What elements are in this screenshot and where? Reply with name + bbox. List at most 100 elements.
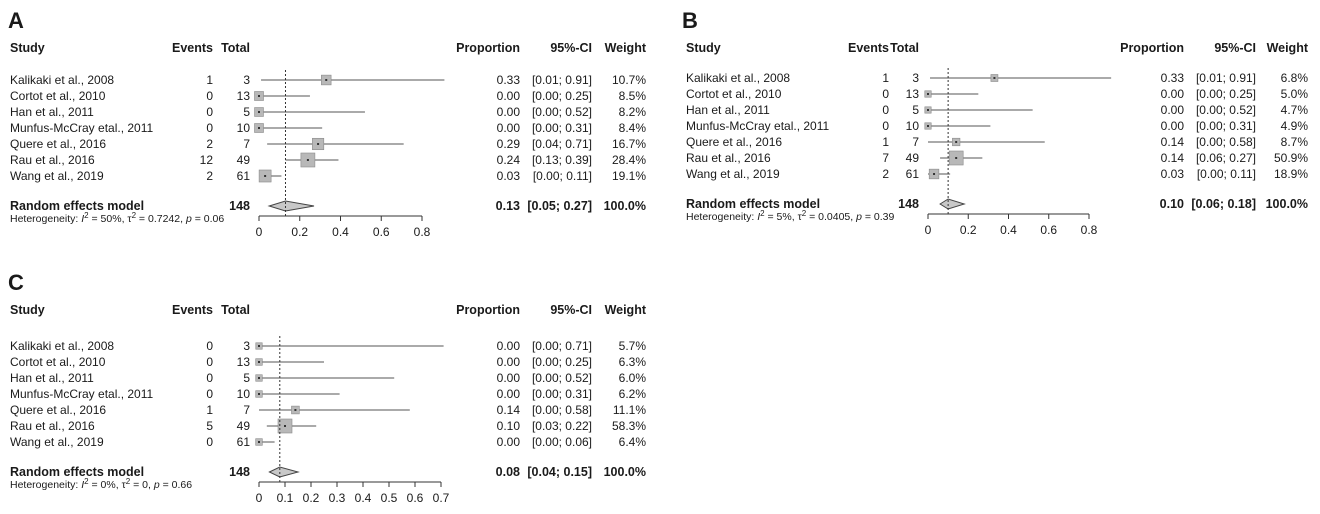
study-events: 0 xyxy=(882,87,889,101)
study-ci: [0.00; 0.31] xyxy=(1196,119,1256,133)
study-weight: 4.9% xyxy=(1281,119,1309,133)
point-estimate xyxy=(955,157,958,159)
study-events: 1 xyxy=(206,403,213,417)
study-name: Han et al., 2011 xyxy=(10,105,94,119)
study-events: 12 xyxy=(200,153,214,167)
study-events: 7 xyxy=(882,151,889,165)
study-ci: [0.00; 0.31] xyxy=(532,387,592,401)
pooled-label: Random effects model xyxy=(10,199,144,213)
pooled-proportion: 0.08 xyxy=(496,465,520,479)
study-events: 2 xyxy=(206,137,213,151)
study-proportion: 0.00 xyxy=(497,435,521,449)
forest-plot-a-svg: A Study Events Total Proportion 95%-CI Weight K… xyxy=(8,8,647,239)
study-name: Cortot et al., 2010 xyxy=(10,355,106,369)
study-events: 0 xyxy=(206,339,213,353)
study-proportion: 0.00 xyxy=(497,371,521,385)
study-total: 7 xyxy=(243,403,250,417)
pooled-weight: 100.0% xyxy=(604,199,646,213)
study-weight: 6.8% xyxy=(1281,71,1309,85)
pooled-proportion: 0.10 xyxy=(1160,197,1184,211)
study-weight: 8.7% xyxy=(1281,135,1309,149)
x-tick-label: 0.2 xyxy=(960,223,977,237)
pooled-diamond xyxy=(939,198,966,210)
study-proportion: 0.00 xyxy=(1161,119,1185,133)
study-events: 0 xyxy=(206,121,213,135)
header-events: Events xyxy=(172,303,213,317)
study-ci: [0.00; 0.11] xyxy=(1197,167,1256,181)
study-proportion: 0.03 xyxy=(497,169,521,183)
study-proportion: 0.00 xyxy=(1161,87,1185,101)
study-events: 0 xyxy=(882,103,889,117)
study-weight: 58.3% xyxy=(612,419,646,433)
x-tick-label: 0.2 xyxy=(303,491,320,505)
header-proportion: Proportion xyxy=(1120,41,1184,55)
study-weight: 6.0% xyxy=(619,371,647,385)
study-name: Rau et al., 2016 xyxy=(10,419,95,433)
point-estimate xyxy=(258,345,260,347)
heterogeneity: Heterogeneity: I2 = 0%, τ2 = 0, p = 0.66 xyxy=(10,477,192,492)
study-proportion: 0.24 xyxy=(497,153,521,167)
study-ci: [0.00; 0.52] xyxy=(532,371,592,385)
x-tick-label: 0.6 xyxy=(373,225,390,239)
study-events: 1 xyxy=(206,73,213,87)
study-events: 2 xyxy=(882,167,889,181)
forest-plot-a: A Study Events Total Proportion 95%-CI Weight K… xyxy=(0,0,660,255)
point-estimate xyxy=(993,77,996,79)
study-name: Han et al., 2011 xyxy=(10,371,94,385)
header-weight: Weight xyxy=(605,303,647,317)
heterogeneity: Heterogeneity: I2 = 5%, τ2 = 0.0405, p =… xyxy=(686,209,895,224)
study-total: 13 xyxy=(237,89,251,103)
study-ci: [0.04; 0.71] xyxy=(532,137,592,151)
study-events: 2 xyxy=(206,169,213,183)
x-tick-label: 0.4 xyxy=(355,491,372,505)
point-estimate xyxy=(317,143,320,145)
pooled-label: Random effects model xyxy=(686,197,820,211)
study-events: 0 xyxy=(206,355,213,369)
study-total: 3 xyxy=(243,339,250,353)
study-proportion: 0.14 xyxy=(497,403,521,417)
header-weight: Weight xyxy=(1267,41,1309,55)
study-name: Munfus-McCray etal., 2011 xyxy=(686,119,829,133)
pooled-weight: 100.0% xyxy=(1266,197,1308,211)
study-name: Quere et al., 2016 xyxy=(10,137,106,151)
header-ci: 95%-CI xyxy=(1214,41,1256,55)
header-total: Total xyxy=(221,41,250,55)
x-tick-label: 0.4 xyxy=(332,225,349,239)
study-name: Wang et al., 2019 xyxy=(10,169,104,183)
study-name: Munfus-McCray etal., 2011 xyxy=(10,121,153,135)
point-estimate xyxy=(306,159,309,161)
study-name: Quere et al., 2016 xyxy=(10,403,106,417)
point-estimate xyxy=(258,377,260,379)
x-tick-label: 0.6 xyxy=(1040,223,1057,237)
point-estimate xyxy=(927,109,929,111)
study-ci: [0.00; 0.31] xyxy=(532,121,592,135)
study-name: Kalikaki et al., 2008 xyxy=(10,73,114,87)
study-events: 0 xyxy=(206,371,213,385)
study-proportion: 0.33 xyxy=(497,73,521,87)
study-ci: [0.03; 0.22] xyxy=(532,419,592,433)
study-total: 61 xyxy=(237,435,251,449)
study-proportion: 0.00 xyxy=(497,339,521,353)
study-events: 5 xyxy=(206,419,213,433)
study-total: 7 xyxy=(243,137,250,151)
study-weight: 6.3% xyxy=(619,355,647,369)
study-total: 10 xyxy=(237,387,251,401)
study-events: 1 xyxy=(882,71,889,85)
point-estimate xyxy=(264,175,267,177)
header-study: Study xyxy=(10,41,45,55)
point-estimate xyxy=(294,409,297,411)
study-name: Wang et al., 2019 xyxy=(686,167,780,181)
point-estimate xyxy=(284,425,286,427)
study-name: Munfus-McCray etal., 2011 xyxy=(10,387,153,401)
study-total: 61 xyxy=(906,167,920,181)
panel-letter: A xyxy=(8,8,24,33)
study-total: 5 xyxy=(243,105,250,119)
x-tick-label: 0.7 xyxy=(433,491,450,505)
study-ci: [0.00; 0.71] xyxy=(532,339,592,353)
study-weight: 4.7% xyxy=(1281,103,1309,117)
heterogeneity: Heterogeneity: I2 = 50%, τ2 = 0.7242, p … xyxy=(10,211,224,226)
study-total: 5 xyxy=(243,371,250,385)
forest-plot-b-svg: B Study Events Total Proportion 95%-CI Weight K… xyxy=(682,8,1309,237)
study-proportion: 0.00 xyxy=(497,355,521,369)
pooled-weight: 100.0% xyxy=(604,465,646,479)
